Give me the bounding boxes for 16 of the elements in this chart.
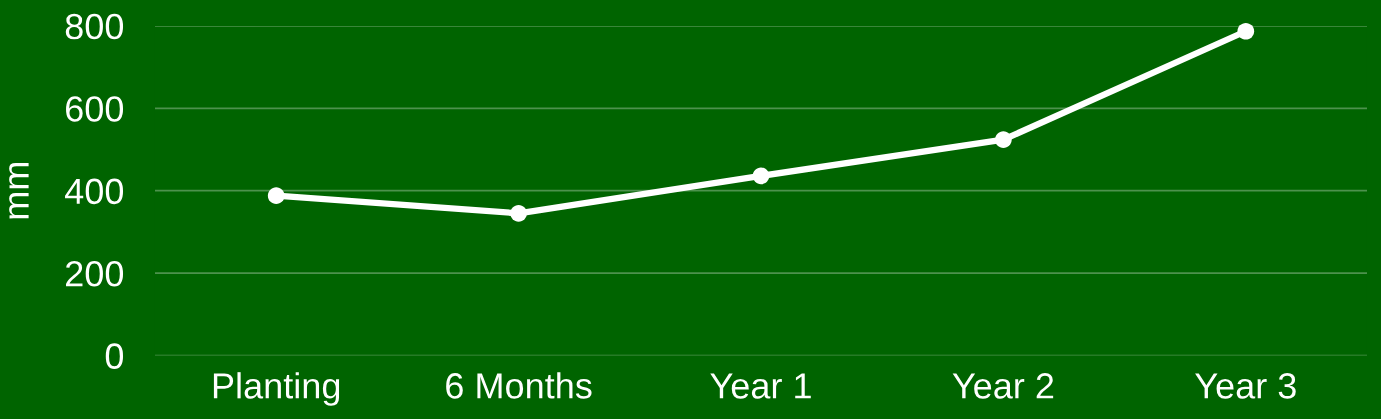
- y-tick-label: 800: [65, 13, 124, 40]
- point: [267, 187, 285, 204]
- point: [510, 205, 527, 222]
- y-tick-label: 400: [65, 178, 124, 205]
- point: [752, 167, 770, 185]
- y-tick-label: 200: [66, 260, 124, 287]
- x-tick-label: Planting: [213, 372, 340, 406]
- x-tick-label: Year 1: [710, 373, 811, 399]
- x-tick-label: Year 3: [1195, 373, 1296, 399]
- x-tick-label: 6 Months: [446, 372, 592, 399]
- point: [995, 131, 1012, 148]
- y-axis-title: mm: [9, 163, 29, 219]
- point: [1237, 22, 1255, 40]
- y-tick-label: 600: [66, 96, 124, 122]
- y-tick-label: 0: [105, 343, 124, 369]
- x-tick-label: Year 2: [952, 373, 1054, 399]
